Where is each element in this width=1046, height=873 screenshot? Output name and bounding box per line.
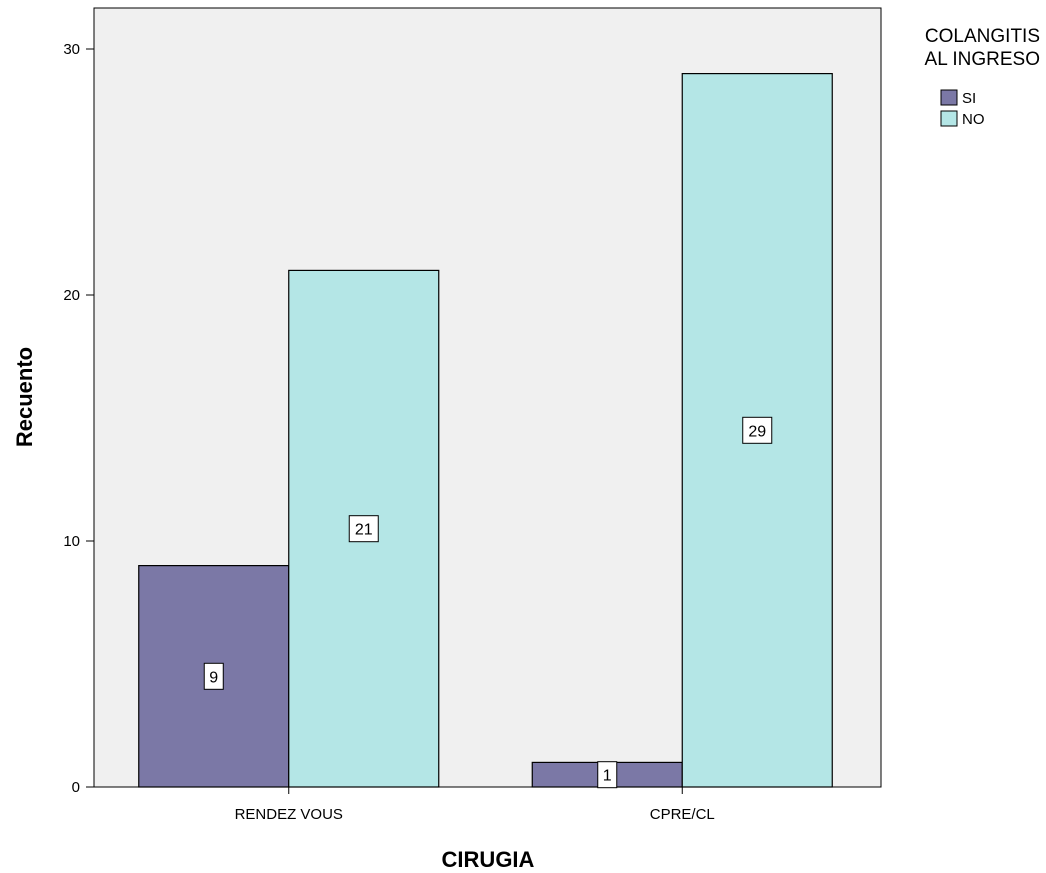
y-tick-label: 10 (63, 533, 80, 550)
y-tick-label: 20 (63, 287, 80, 304)
legend-title-line-1: COLANGITIS (925, 26, 1040, 47)
data-label-box (203, 662, 224, 690)
legend-title-line-2: AL INGRESO (925, 49, 1040, 70)
x-tick-label: RENDEZ VOUS (235, 806, 343, 823)
data-label-box (597, 761, 618, 789)
data-label: 21 (355, 522, 373, 539)
x-axis-title: CIRUGIA (442, 847, 535, 872)
data-label: 1 (603, 768, 612, 785)
legend-swatch-no (940, 110, 958, 127)
data-label-box (348, 515, 379, 543)
data-label: 9 (209, 669, 218, 686)
y-tick-label: 30 (63, 41, 80, 58)
y-axis-title: Recuento (12, 347, 37, 447)
legend: COLANGITIS AL INGRESO SI NO (925, 26, 1040, 128)
data-labels: 9 21 1 29 (203, 416, 773, 789)
legend-label-no: NO (962, 111, 985, 128)
data-label-box (742, 416, 773, 444)
y-axis: 0 10 20 30 (63, 41, 94, 796)
y-tick-label: 0 (72, 779, 80, 796)
data-label: 29 (748, 423, 766, 440)
x-tick-label: CPRE/CL (650, 806, 715, 823)
x-axis: RENDEZ VOUS CPRE/CL (235, 787, 715, 823)
legend-label-si: SI (962, 90, 976, 107)
legend-swatch-si (940, 89, 958, 106)
